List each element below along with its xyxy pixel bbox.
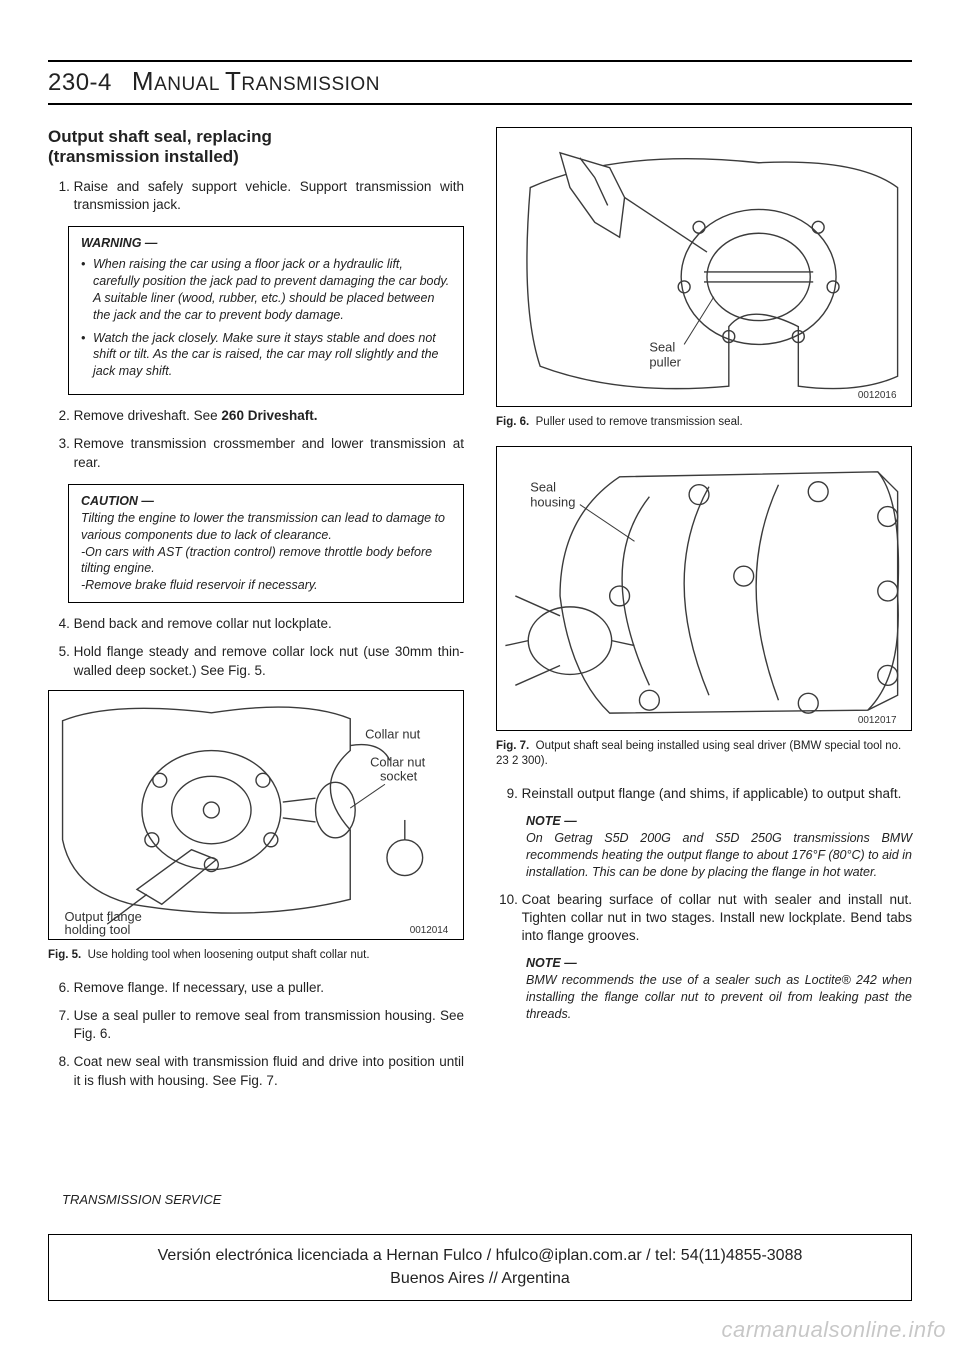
caution-line-2: -On cars with AST (traction control) rem… (81, 544, 451, 578)
step-7: Use a seal puller to remove seal from tr… (74, 1007, 464, 1043)
step-6: Remove flange. If necessary, use a pulle… (74, 979, 464, 997)
rule-under (48, 103, 912, 105)
fig5-label-socket-l2: socket (380, 768, 418, 783)
note-1-body: On Getrag S5D 200G and S5D 250G transmis… (526, 830, 912, 881)
figure-7-svg: Seal housing 0012017 (497, 447, 911, 730)
step-3: Remove transmission crossmember and lowe… (74, 435, 464, 471)
chapter-initial-m: M (132, 66, 154, 96)
license-line-2: Buenos Aires // Argentina (63, 1268, 897, 1290)
fig6-label-puller: puller (649, 354, 681, 369)
caution-box: CAUTION — Tilting the engine to lower th… (68, 484, 464, 603)
steps-list-4: Remove flange. If necessary, use a pulle… (74, 979, 464, 1090)
steps-list-1: Raise and safely support vehicle. Suppor… (74, 178, 464, 214)
license-line-1: Versión electrónica licenciada a Hernan … (63, 1245, 897, 1267)
note-2-body: BMW recommends the use of a sealer such … (526, 972, 912, 1023)
warning-box: WARNING — When raising the car using a f… (68, 226, 464, 395)
page: 230-4 MANUAL TRANSMISSION Output shaft s… (0, 0, 960, 1357)
figure-7-caption: Fig. 7. Output shaft seal being installe… (496, 739, 912, 769)
steps-list-5: Reinstall output flange (and shims, if a… (522, 785, 912, 803)
left-column: Output shaft seal, replacing (transmissi… (48, 127, 464, 1100)
warning-heading: WARNING — (81, 235, 451, 252)
figure-5-box: Collar nut Collar nut socket Output flan… (48, 690, 464, 940)
caution-heading: CAUTION — (81, 493, 451, 510)
step-1: Raise and safely support vehicle. Suppor… (74, 178, 464, 214)
figure-6-caption: Fig. 6. Puller used to remove transmissi… (496, 415, 912, 430)
chapter-word-1: ANUAL (154, 74, 225, 95)
step-8: Coat new seal with transmission fluid an… (74, 1053, 464, 1089)
note-2-heading: NOTE — (526, 955, 912, 972)
fig5-id: 0012014 (410, 925, 449, 936)
fig6-cap: Puller used to remove transmission seal. (536, 416, 743, 428)
right-column: Seal puller 0012016 Fig. 6. Puller used … (496, 127, 912, 1100)
page-header: 230-4 MANUAL TRANSMISSION (48, 66, 912, 97)
watermark: carmanualsonline.info (721, 1317, 946, 1343)
note-1: NOTE — On Getrag S5D 200G and S5D 250G t… (526, 813, 912, 881)
caution-line-1: Tilting the engine to lower the transmis… (81, 510, 451, 544)
figure-7-box: Seal housing 0012017 (496, 446, 912, 731)
figure-5-svg: Collar nut Collar nut socket Output flan… (49, 691, 463, 939)
note-2: NOTE — BMW recommends the use of a seale… (526, 955, 912, 1023)
note-1-heading: NOTE — (526, 813, 912, 830)
warning-bullet-2: Watch the jack closely. Make sure it sta… (81, 330, 451, 381)
fig7-label-seal-l2: housing (530, 495, 575, 510)
fig5-cap: Use holding tool when loosening output s… (88, 949, 370, 961)
chapter-title: MANUAL TRANSMISSION (132, 66, 380, 97)
steps-list-3: Bend back and remove collar nut lockplat… (74, 615, 464, 680)
step-4: Bend back and remove collar nut lockplat… (74, 615, 464, 633)
steps-list-6: Coat bearing surface of collar nut with … (522, 891, 912, 946)
page-number: 230-4 (48, 69, 112, 97)
caution-line-3: -Remove brake fluid reservoir if necessa… (81, 577, 451, 594)
fig5-label-socket-l1: Collar nut (370, 754, 426, 769)
fig5-num: Fig. 5. (48, 949, 81, 961)
fig6-num: Fig. 6. (496, 416, 529, 428)
step-5: Hold flange steady and remove collar loc… (74, 643, 464, 679)
step-10: Coat bearing surface of collar nut with … (522, 891, 912, 946)
columns: Output shaft seal, replacing (transmissi… (48, 127, 912, 1100)
step-2: Remove driveshaft. See 260 Driveshaft. (74, 407, 464, 425)
section-heading-l1: Output shaft seal, replacing (48, 127, 272, 146)
license-box: Versión electrónica licenciada a Hernan … (48, 1234, 912, 1301)
fig5-label-holding-l2: holding tool (65, 922, 131, 937)
fig7-id: 0012017 (858, 715, 897, 726)
rule-top (48, 60, 912, 62)
figure-6-svg: Seal puller 0012016 (497, 128, 911, 406)
figure-5-caption: Fig. 5. Use holding tool when loosening … (48, 948, 464, 963)
fig6-label-seal: Seal (649, 339, 675, 354)
chapter-initial-t: T (225, 66, 241, 96)
section-heading-l2: (transmission installed) (48, 147, 239, 166)
chapter-word-2: RANSMISSION (241, 74, 380, 95)
footer-section-label: TRANSMISSION SERVICE (62, 1192, 221, 1207)
figure-6-box: Seal puller 0012016 (496, 127, 912, 407)
warning-bullet-1: When raising the car using a floor jack … (81, 256, 451, 324)
fig6-id: 0012016 (858, 390, 897, 401)
fig5-label-collar-nut: Collar nut (365, 726, 421, 741)
step-9: Reinstall output flange (and shims, if a… (522, 785, 912, 803)
fig7-cap: Output shaft seal being installed using … (496, 740, 901, 767)
steps-list-2: Remove driveshaft. See 260 Driveshaft. R… (74, 407, 464, 472)
fig7-label-seal-l1: Seal (530, 480, 556, 495)
fig7-num: Fig. 7. (496, 740, 529, 752)
section-heading: Output shaft seal, replacing (transmissi… (48, 127, 464, 168)
